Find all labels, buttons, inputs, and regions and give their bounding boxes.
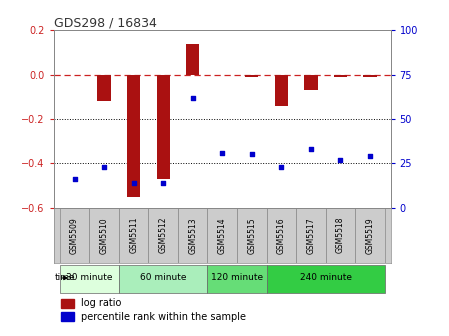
Bar	[61, 312, 74, 321]
Bar	[89, 208, 119, 263]
Text: time: time	[54, 274, 75, 283]
Point	[278, 164, 285, 170]
Text: GSM5515: GSM5515	[247, 217, 256, 254]
Bar	[326, 208, 355, 263]
Text: log ratio: log ratio	[81, 298, 121, 308]
Point	[159, 180, 167, 185]
Bar	[207, 208, 237, 263]
Bar	[275, 75, 288, 106]
Bar	[97, 75, 111, 101]
Bar	[60, 265, 119, 293]
Point	[101, 164, 108, 170]
Bar	[207, 265, 267, 293]
Bar	[363, 75, 377, 77]
Bar	[304, 75, 317, 90]
Text: GSM5511: GSM5511	[129, 217, 138, 253]
Text: 120 minute: 120 minute	[211, 274, 263, 283]
Text: percentile rank within the sample: percentile rank within the sample	[81, 312, 246, 322]
Text: GSM5509: GSM5509	[70, 217, 79, 254]
Point	[219, 150, 226, 155]
Text: 240 minute: 240 minute	[299, 274, 352, 283]
Point	[189, 95, 196, 100]
Text: GSM5510: GSM5510	[100, 217, 109, 254]
Text: GDS298 / 16834: GDS298 / 16834	[54, 16, 157, 29]
Text: 30 minute: 30 minute	[66, 274, 113, 283]
Bar	[245, 75, 259, 77]
Bar	[157, 75, 170, 179]
Bar	[119, 265, 207, 293]
Bar	[60, 208, 89, 263]
Text: 60 minute: 60 minute	[140, 274, 186, 283]
Bar	[267, 265, 385, 293]
Bar	[296, 208, 326, 263]
Bar	[355, 208, 385, 263]
Point	[130, 180, 137, 185]
Bar	[267, 208, 296, 263]
Bar	[127, 75, 140, 197]
Bar	[61, 299, 74, 308]
Text: GSM5516: GSM5516	[277, 217, 286, 254]
Text: GSM5519: GSM5519	[365, 217, 374, 254]
Bar	[119, 208, 149, 263]
Bar	[334, 75, 347, 77]
Text: GSM5513: GSM5513	[188, 217, 197, 254]
Bar	[186, 44, 199, 75]
Point	[337, 157, 344, 162]
Bar	[149, 208, 178, 263]
Text: GSM5518: GSM5518	[336, 217, 345, 253]
Bar	[237, 208, 267, 263]
Text: GSM5514: GSM5514	[218, 217, 227, 254]
Point	[248, 152, 255, 157]
Text: GSM5512: GSM5512	[158, 217, 167, 253]
Bar	[178, 208, 207, 263]
Text: GSM5517: GSM5517	[306, 217, 315, 254]
Point	[366, 154, 374, 159]
Point	[307, 146, 314, 152]
Point	[71, 177, 78, 182]
